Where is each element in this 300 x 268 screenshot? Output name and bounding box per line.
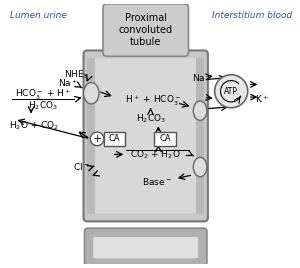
FancyBboxPatch shape — [83, 50, 208, 221]
Text: Interstitium blood: Interstitium blood — [212, 11, 293, 20]
Text: Lumen urine: Lumen urine — [11, 11, 67, 20]
Text: H$_2$CO$_3$: H$_2$CO$_3$ — [136, 112, 166, 125]
Text: H$_2$CO$_3$: H$_2$CO$_3$ — [28, 100, 58, 112]
FancyBboxPatch shape — [85, 228, 207, 265]
Text: Na$^+$: Na$^+$ — [192, 72, 212, 84]
Circle shape — [90, 132, 104, 146]
Text: ATP: ATP — [224, 87, 238, 96]
Circle shape — [215, 75, 248, 108]
Text: CA: CA — [159, 134, 171, 143]
Text: Base$^-$: Base$^-$ — [142, 176, 172, 187]
Text: HCO$_3^-$ + H$^+$: HCO$_3^-$ + H$^+$ — [15, 88, 71, 102]
Text: CA: CA — [109, 134, 120, 143]
Text: K$^+$: K$^+$ — [254, 93, 268, 105]
Text: Proximal
convoluted
tubule: Proximal convoluted tubule — [118, 13, 173, 47]
Text: NHE$_3$: NHE$_3$ — [64, 69, 88, 81]
Ellipse shape — [193, 157, 207, 177]
Text: CO$_2$ + H$_2$O: CO$_2$ + H$_2$O — [130, 148, 181, 161]
Text: H$_2$O + CO$_2$: H$_2$O + CO$_2$ — [9, 119, 59, 132]
FancyBboxPatch shape — [103, 4, 188, 56]
FancyBboxPatch shape — [93, 237, 198, 258]
Text: Cl$^-$: Cl$^-$ — [73, 161, 89, 172]
FancyBboxPatch shape — [92, 58, 199, 214]
FancyBboxPatch shape — [104, 132, 125, 146]
Text: Na$^+$: Na$^+$ — [58, 78, 78, 89]
Ellipse shape — [193, 101, 207, 120]
Text: +: + — [92, 134, 102, 144]
Polygon shape — [87, 58, 95, 214]
FancyBboxPatch shape — [154, 132, 176, 146]
Ellipse shape — [83, 83, 99, 104]
Polygon shape — [196, 58, 204, 214]
Text: H$^+$ + HCO$_3^-$: H$^+$ + HCO$_3^-$ — [125, 94, 182, 108]
